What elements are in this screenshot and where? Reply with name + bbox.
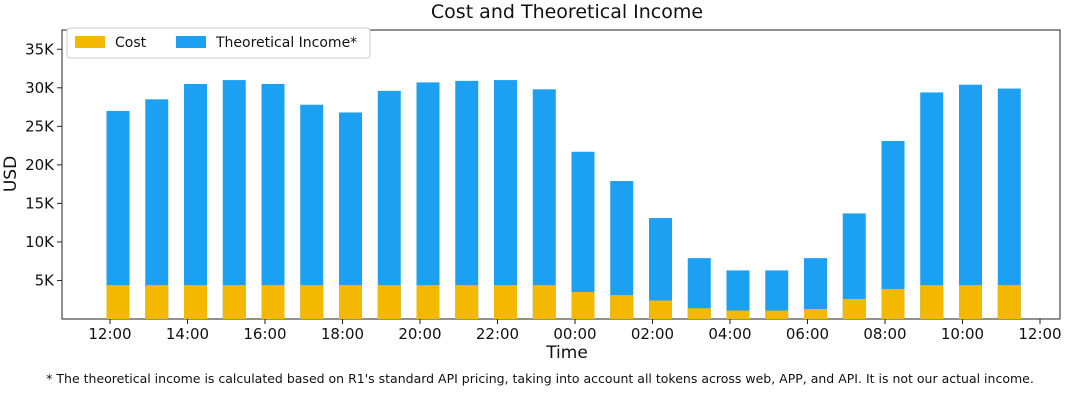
x-tick-label: 20:00 [398, 325, 441, 343]
y-tick-label: 10K [25, 233, 55, 251]
cost-bar [106, 285, 130, 319]
cost-bar [222, 285, 246, 319]
cost-bar [726, 310, 750, 319]
income-bar [184, 83, 207, 320]
cost-bar [610, 295, 634, 319]
cost-bar [184, 285, 207, 319]
income-bar [842, 213, 866, 319]
cost-bar [455, 285, 479, 319]
cost-bar [300, 285, 324, 319]
cost-bar [532, 285, 556, 319]
cost-bar [804, 308, 827, 319]
x-tick-label: 00:00 [553, 325, 596, 343]
x-tick-label: 02:00 [631, 325, 674, 343]
x-tick-label: 16:00 [243, 325, 286, 343]
y-tick-label: 30K [25, 79, 55, 97]
cost-bar [416, 285, 440, 319]
cost-bar [649, 300, 672, 319]
income-bar [416, 82, 440, 319]
x-tick-label: 14:00 [166, 325, 209, 343]
cost-bar [377, 285, 401, 319]
income-bar [339, 112, 362, 319]
y-tick-label: 35K [25, 40, 55, 58]
cost-bar [494, 285, 517, 319]
footnote: * The theoretical income is calculated b… [46, 371, 1034, 386]
y-tick-label: 20K [25, 156, 55, 174]
legend-box [66, 27, 371, 59]
legend-label-income: Theoretical Income* [215, 35, 357, 51]
x-tick-label: 10:00 [941, 325, 984, 343]
plot-frame [61, 29, 1061, 320]
x-tick-label: 22:00 [476, 325, 519, 343]
legend-swatch-cost [75, 36, 105, 48]
x-tick-label: 18:00 [321, 325, 364, 343]
x-axis-label: Time [545, 343, 588, 363]
chart: Cost and Theoretical Income 5K 10K 15K 20K 2… [1, 1, 1062, 363]
chart-title: Cost and Theoretical Income [431, 1, 703, 23]
income-bar [494, 80, 517, 320]
income-bar [222, 80, 246, 320]
cost-bar [959, 285, 982, 319]
income-bar [610, 181, 634, 319]
x-tick-label: 06:00 [786, 325, 829, 343]
cost-bar [842, 298, 866, 319]
income-bar [959, 84, 982, 319]
income-bar [726, 270, 750, 319]
cost-bar [261, 285, 285, 319]
cost-bar [881, 288, 905, 319]
cost-bar [997, 285, 1021, 319]
income-bar [532, 89, 556, 319]
income-bar [106, 110, 130, 319]
income-bar [804, 258, 827, 319]
income-bar [765, 270, 789, 319]
y-tick-label: 15K [25, 194, 55, 212]
x-axis: 12:00 14:00 16:00 18:00 20:00 22:00 00:00 02:00… [88, 319, 1062, 343]
bars-group [106, 80, 1021, 320]
x-tick-label: 04:00 [708, 325, 751, 343]
cost-bar [145, 285, 169, 319]
income-bar [261, 83, 285, 320]
cost-bar [687, 308, 711, 319]
income-bar [649, 218, 672, 319]
legend-swatch-income [176, 36, 206, 48]
income-bar [455, 80, 479, 319]
x-tick-label: 12:00 [1018, 325, 1061, 343]
y-tick-label: 5K [35, 271, 56, 289]
x-tick-label: 08:00 [863, 325, 906, 343]
y-axis: 5K 10K 15K 20K 25K 30K 35K [25, 40, 62, 289]
income-bar [687, 258, 711, 319]
cost-bar [920, 285, 944, 319]
y-axis-label: USD [1, 156, 21, 192]
legend: Cost Theoretical Income* [66, 27, 371, 59]
cost-bar [765, 310, 789, 319]
legend-label-cost: Cost [115, 35, 147, 51]
income-bar [997, 88, 1021, 319]
x-tick-label: 12:00 [88, 325, 131, 343]
income-bar [145, 99, 169, 319]
income-bar [377, 90, 401, 320]
cost-bar [339, 285, 362, 319]
income-bar [571, 151, 595, 319]
y-tick-label: 25K [25, 117, 55, 135]
income-bar [300, 104, 324, 319]
income-bar [881, 140, 905, 319]
income-bar [920, 92, 944, 319]
cost-bar [571, 292, 595, 319]
